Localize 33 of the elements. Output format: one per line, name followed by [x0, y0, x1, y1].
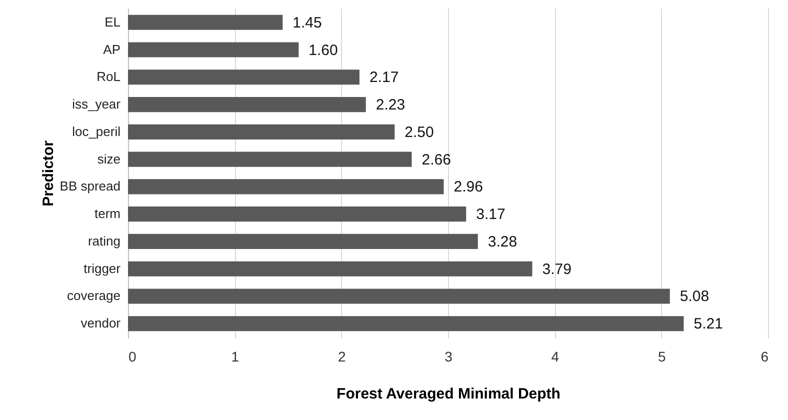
- y-tick-label: vendor: [80, 316, 122, 331]
- y-tick-label: AP: [103, 42, 120, 57]
- y-tick-label: iss_year: [72, 96, 122, 112]
- text: 2.50: [404, 124, 434, 141]
- text: 5.21: [694, 316, 723, 333]
- x-tick-label: 2: [338, 348, 346, 364]
- text: 3.28: [488, 233, 518, 250]
- text: 5.08: [680, 288, 710, 306]
- y-tick-label: term: [94, 206, 120, 222]
- y-tick-label: RoL: [96, 69, 120, 84]
- y-tick-label: size: [97, 151, 120, 166]
- text: 2.17: [369, 69, 399, 86]
- text: 1.60: [308, 42, 338, 59]
- y-tick-label: EL: [104, 14, 120, 30]
- x-tick-label: 1: [231, 348, 240, 364]
- y-tick-label: BB spread: [60, 178, 120, 194]
- x-tick-label: 5: [658, 348, 666, 364]
- text: 3.79: [542, 260, 572, 278]
- y-tick-label: loc_peril: [72, 124, 121, 139]
- y-axis-title: Predictor: [40, 140, 57, 206]
- text: 3.17: [476, 206, 506, 224]
- text: 2.66: [422, 151, 451, 168]
- x-tick-label: 3: [444, 348, 453, 364]
- text: 2.96: [454, 178, 483, 196]
- x-axis-title: Forest Averaged Minimal Depth: [336, 386, 560, 402]
- text: 2.23: [376, 96, 406, 114]
- y-tick-label: trigger: [84, 260, 122, 276]
- x-tick-label: 4: [551, 348, 560, 364]
- x-tick-label: 0: [128, 348, 136, 364]
- text: 1.45: [292, 14, 322, 32]
- y-tick-label: coverage: [67, 288, 120, 304]
- y-tick-label: rating: [88, 233, 120, 248]
- x-tick-label: 6: [760, 348, 769, 364]
